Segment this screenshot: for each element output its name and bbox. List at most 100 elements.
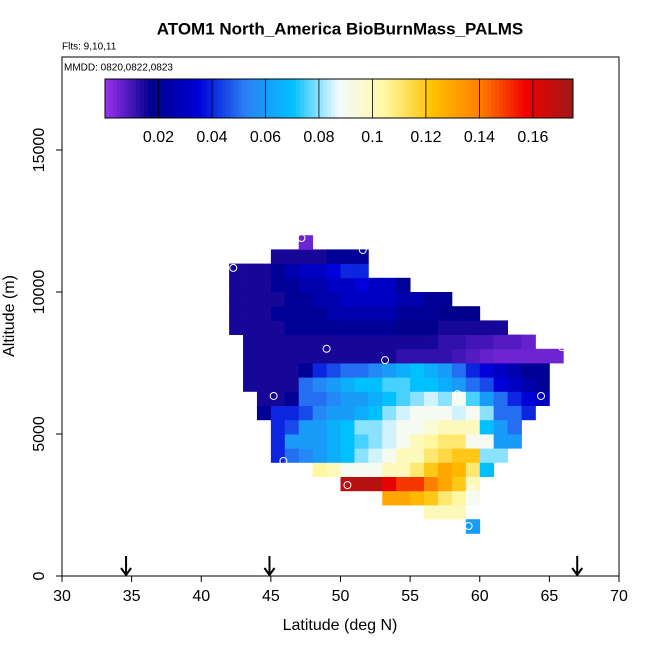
heatmap-cell <box>284 391 300 407</box>
heatmap-cell <box>410 419 425 435</box>
heatmap-cell <box>354 377 369 392</box>
heatmap-cell <box>312 448 327 463</box>
colorbar-segment <box>374 79 379 118</box>
colorbar-segment <box>506 79 512 118</box>
heatmap-cell <box>424 476 439 492</box>
heatmap-cell <box>326 348 341 364</box>
colorbar-segment <box>487 79 492 118</box>
heatmap-cell <box>410 391 425 407</box>
colorbar-segment <box>346 79 352 118</box>
heatmap-cell <box>437 448 453 463</box>
heatmap-cell <box>451 505 467 520</box>
heatmap-cell <box>521 377 536 392</box>
heatmap-cell <box>493 391 508 407</box>
heatmap-cell <box>229 306 244 321</box>
heatmap-cell <box>340 334 355 350</box>
heatmap-cell <box>424 391 439 407</box>
colorbar-segment <box>222 79 227 118</box>
heatmap-cell <box>340 263 355 279</box>
heatmap-cell <box>465 377 481 392</box>
flight-arrow <box>120 556 132 577</box>
heatmap-cell <box>270 391 286 407</box>
heatmap-cell <box>382 292 397 307</box>
heatmap-cell <box>410 462 425 478</box>
heatmap-cell <box>312 419 327 435</box>
heatmap-cell <box>354 277 369 293</box>
heatmap-cell <box>354 292 369 307</box>
colorbar-segment <box>284 79 289 118</box>
heatmap-cell <box>312 363 327 378</box>
heatmap-cell <box>298 419 314 435</box>
heatmap-cell <box>326 320 341 336</box>
y-tick-label: 10000 <box>31 270 48 315</box>
colorbar-segment <box>151 79 157 118</box>
chart-title: ATOM1 North_America BioBurnMass_PALMS <box>157 19 524 38</box>
heatmap-cell <box>424 434 439 449</box>
colorbar-segment <box>144 79 149 118</box>
heatmap-cell <box>243 334 258 350</box>
heatmap-cell <box>424 419 439 435</box>
heatmap-cell <box>493 448 508 463</box>
colorbar-segment <box>190 79 196 118</box>
heatmap-cell <box>270 320 286 336</box>
colorbar-segment <box>483 79 488 118</box>
heatmap-cell <box>451 320 467 336</box>
colorbar-segment <box>108 79 114 118</box>
heatmap-cell <box>270 405 286 421</box>
colorbar-tick-label: 0.08 <box>303 129 334 146</box>
heatmap-cell <box>396 377 411 392</box>
heatmap-cell <box>451 391 467 407</box>
colorbar-segment <box>530 79 535 118</box>
heatmap-cell <box>382 462 397 478</box>
colorbar-segment <box>444 79 449 118</box>
heatmap-cell <box>312 348 327 364</box>
colorbar-segment <box>155 79 161 118</box>
flight-point <box>229 263 238 272</box>
heatmap-cell <box>243 292 258 307</box>
colorbar-segment <box>440 79 445 118</box>
heatmap-cell <box>410 292 425 307</box>
colorbar-segment <box>385 79 391 118</box>
heatmap-cell <box>354 434 369 449</box>
colorbar-segment <box>167 79 172 118</box>
heatmap-cell <box>424 334 439 350</box>
heatmap-cell <box>451 448 467 463</box>
heatmap-cell <box>284 292 300 307</box>
heatmap-cell <box>437 419 453 435</box>
heatmap-cell <box>479 377 495 392</box>
colorbar-segment <box>210 79 215 118</box>
colorbar-segment <box>179 79 184 118</box>
heatmap-cell <box>521 391 536 407</box>
colorbar-segment <box>218 79 223 118</box>
heatmap-cell <box>326 405 341 421</box>
colorbar-segment <box>206 79 211 118</box>
colorbar-segment <box>526 79 531 118</box>
heatmap-cell <box>326 263 341 279</box>
heatmap-cell <box>326 377 341 392</box>
heatmap-cell <box>465 391 481 407</box>
heatmap-cell <box>368 306 383 321</box>
heatmap-cell <box>368 391 383 407</box>
heatmap-cell <box>368 405 383 421</box>
colorbar-segment <box>545 79 551 118</box>
heatmap-cell <box>354 334 369 350</box>
heatmap-cell <box>256 320 272 336</box>
heatmap-cell <box>493 419 508 435</box>
colorbar-segment <box>463 79 469 118</box>
colorbar-segment <box>229 79 235 118</box>
heatmap-cell <box>451 434 467 449</box>
heatmap-cell <box>256 363 272 378</box>
heatmap-cell <box>382 490 397 506</box>
colorbar-segment <box>358 79 363 118</box>
heatmap-cell <box>410 348 425 364</box>
heatmap-cell <box>340 462 355 478</box>
colorbar-segment <box>323 79 328 118</box>
x-tick-label: 35 <box>123 588 141 605</box>
x-tick-label: 70 <box>610 588 628 605</box>
flight-point <box>453 390 462 399</box>
colorbar-segment <box>405 79 410 118</box>
heatmap-cell <box>465 519 481 534</box>
flight-point <box>297 234 306 243</box>
heatmap-cell <box>535 377 550 392</box>
